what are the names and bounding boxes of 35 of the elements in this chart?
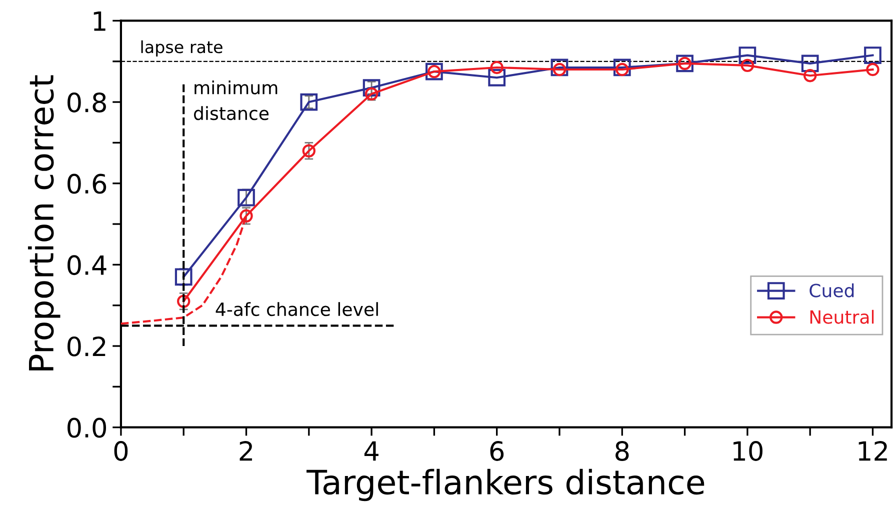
legend-label: Cued <box>810 283 854 298</box>
x-tick-label: 0 <box>114 441 128 461</box>
point <box>866 62 880 76</box>
point <box>300 93 318 111</box>
y-tick-label: 0.8 <box>68 92 106 112</box>
point <box>803 69 817 82</box>
point <box>490 60 504 74</box>
point <box>864 46 882 64</box>
point <box>362 79 380 96</box>
y-tick-label: 0.4 <box>68 255 106 276</box>
annotation: minimum distance <box>194 80 278 120</box>
point <box>488 68 506 86</box>
point <box>174 268 192 286</box>
y-tick-label: 0.0 <box>68 418 106 438</box>
legend-label: Neutral <box>810 310 874 324</box>
annotation: 4-afc chance level <box>216 302 378 316</box>
point <box>738 46 756 64</box>
x-tick-label: 12 <box>858 441 887 461</box>
y-tick-label: 0.2 <box>68 336 106 356</box>
ref-line-label: lapse rate <box>141 40 222 57</box>
point <box>740 58 754 72</box>
y-axis-title: Proportion correct <box>28 75 60 370</box>
y-tick-label: 0.6 <box>68 174 106 194</box>
point <box>613 58 631 76</box>
x-axis-title: Target-flankers distance <box>306 468 704 502</box>
x-tick-label: 6 <box>490 441 504 461</box>
point <box>177 294 190 308</box>
point <box>302 144 316 158</box>
point <box>550 58 568 76</box>
y-tick-label: 1 <box>94 12 106 31</box>
point <box>801 54 819 72</box>
x-tick-label: 4 <box>364 441 378 461</box>
x-tick-label: 10 <box>734 441 762 461</box>
x-tick-label: 8 <box>616 441 629 461</box>
x-tick-label: 2 <box>240 441 252 461</box>
